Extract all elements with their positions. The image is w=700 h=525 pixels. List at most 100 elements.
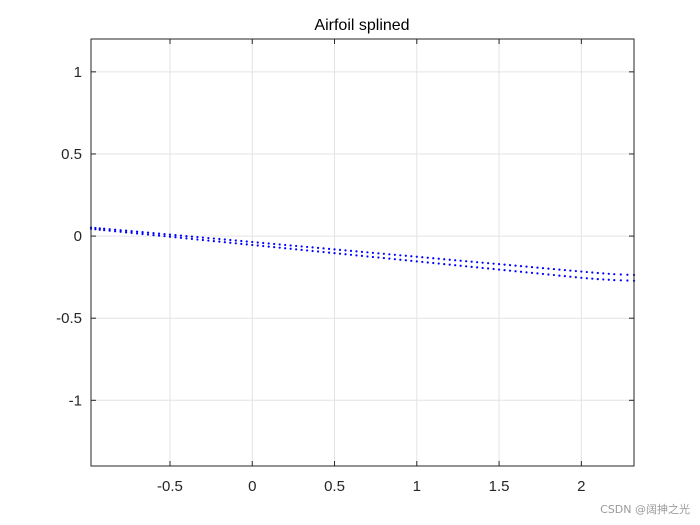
plot-area-box xyxy=(90,38,635,467)
data-point xyxy=(218,237,221,241)
y-tick-label: -0.5 xyxy=(56,310,82,327)
data-point-interp xyxy=(437,262,440,265)
data-point xyxy=(547,267,550,270)
data-point xyxy=(415,255,418,258)
data-point-interp xyxy=(388,253,391,256)
data-point xyxy=(251,240,254,244)
data-point-interp xyxy=(207,236,210,240)
data-point-interp xyxy=(262,241,265,245)
data-point-interp xyxy=(229,241,232,244)
data-point-interp xyxy=(508,269,512,272)
data-point xyxy=(168,233,172,236)
data-point-interp xyxy=(295,248,298,251)
data-point-interp xyxy=(519,270,523,273)
data-point xyxy=(185,234,188,238)
data-point-interp xyxy=(470,260,473,263)
data-point-interp xyxy=(130,230,133,233)
data-point xyxy=(563,275,566,278)
data-point-interp xyxy=(212,240,215,243)
data-point-interp xyxy=(569,269,572,272)
data-point xyxy=(563,268,566,272)
data-point-interp xyxy=(503,263,506,266)
data-point-interp xyxy=(591,271,594,274)
data-point xyxy=(300,248,303,251)
data-point xyxy=(135,230,139,233)
data-point-interp xyxy=(626,273,629,276)
data-point-interp xyxy=(525,271,528,274)
watermark: CSDN @阔抻之光 xyxy=(600,503,690,516)
data-point-interp xyxy=(229,238,232,242)
data-point-interp xyxy=(487,262,490,265)
data-point-interp xyxy=(388,257,391,260)
data-point-interp xyxy=(421,256,424,259)
data-point xyxy=(448,263,451,266)
data-point-interp xyxy=(278,243,281,246)
data-point-interp xyxy=(355,254,358,257)
data-point xyxy=(300,245,303,248)
data-point-interp xyxy=(602,272,605,275)
data-point xyxy=(530,271,534,274)
data-point-interp xyxy=(410,255,413,258)
data-point-interp xyxy=(508,264,512,267)
data-point xyxy=(349,249,353,252)
data-point xyxy=(596,271,599,275)
data-point xyxy=(596,278,599,281)
data-point-interp xyxy=(536,272,539,275)
data-point-interp xyxy=(404,259,407,262)
data-point xyxy=(218,240,221,243)
data-point-interp xyxy=(552,267,556,271)
data-point-interp xyxy=(607,272,610,275)
data-point xyxy=(284,243,287,247)
y-tick-label: 1 xyxy=(74,64,82,81)
data-point-interp xyxy=(619,273,622,276)
data-point xyxy=(448,258,451,261)
data-point-interp xyxy=(344,253,347,256)
data-point-interp xyxy=(607,278,610,281)
data-point xyxy=(366,255,369,258)
data-point-interp xyxy=(322,247,325,250)
data-point xyxy=(514,264,517,267)
data-point-interp xyxy=(223,241,226,244)
data-point-interp xyxy=(558,274,561,277)
data-point-interp xyxy=(619,279,622,282)
data-point-interp xyxy=(306,245,309,249)
data-point xyxy=(333,252,336,255)
data-point-interp xyxy=(360,254,364,257)
data-point-interp xyxy=(125,229,128,232)
y-tick-label: 0 xyxy=(74,228,82,245)
data-point xyxy=(267,245,270,248)
data-point-interp xyxy=(98,228,101,231)
data-point xyxy=(284,247,287,250)
data-point xyxy=(234,242,237,245)
data-point-interp xyxy=(94,228,97,231)
x-tick-label: 0.5 xyxy=(324,478,345,495)
data-point xyxy=(465,260,468,263)
data-point-interp xyxy=(256,241,259,244)
data-point xyxy=(432,257,435,260)
data-point-interp xyxy=(273,242,276,246)
data-point xyxy=(267,242,270,245)
data-point-interp xyxy=(240,239,243,243)
data-point xyxy=(349,253,353,256)
data-point xyxy=(316,246,320,250)
data-point-interp xyxy=(404,254,407,257)
data-point xyxy=(333,248,336,251)
data-point-interp xyxy=(141,232,144,236)
data-point-interp xyxy=(426,256,429,259)
data-point-interp xyxy=(585,277,588,280)
data-point-interp xyxy=(437,257,440,260)
data-point xyxy=(152,233,155,237)
data-point-interp xyxy=(157,234,161,237)
data-point-interp xyxy=(487,267,490,270)
data-point-interp xyxy=(125,231,128,234)
x-tick-label: -0.5 xyxy=(157,478,183,495)
data-point xyxy=(497,263,501,266)
data-point-interp xyxy=(190,237,194,241)
data-point-interp xyxy=(355,250,358,253)
data-point-interp xyxy=(519,265,523,268)
data-point-interp xyxy=(311,246,314,249)
data-point-interp xyxy=(289,244,292,247)
data-point xyxy=(613,278,616,282)
data-point-interp xyxy=(278,246,281,249)
data-point-interp xyxy=(141,231,144,234)
